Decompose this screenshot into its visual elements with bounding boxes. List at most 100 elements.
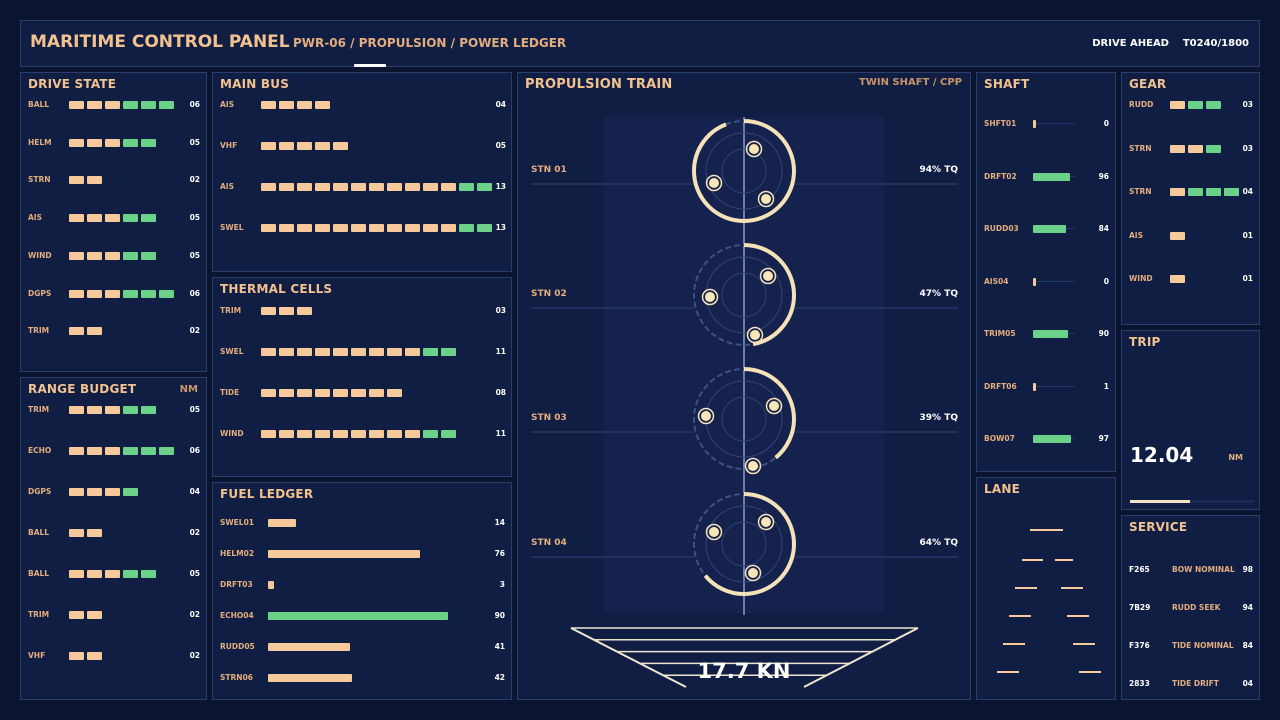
service-code: F265	[1129, 565, 1150, 574]
planet-core	[709, 527, 719, 537]
row-value: 90	[1098, 329, 1109, 338]
level-segment	[333, 430, 348, 438]
level-segment	[279, 389, 294, 397]
row-label: TRIM05	[984, 329, 1016, 338]
row-label: SHFT01	[984, 119, 1017, 128]
level-segment	[297, 389, 312, 397]
row-value: 0	[1103, 276, 1109, 286]
level-segment	[333, 224, 348, 232]
torque-ring-arc	[692, 492, 796, 596]
range-budget-unit: NM	[179, 384, 198, 395]
level-segment	[69, 652, 84, 660]
level-segment	[315, 101, 330, 109]
service-desc: TIDE DRIFT	[1172, 679, 1219, 688]
level-segment	[69, 488, 84, 496]
row-value: 03	[1242, 143, 1253, 153]
planet-outer	[745, 140, 763, 158]
bar-track	[1033, 123, 1075, 124]
level-segment	[315, 183, 330, 191]
level-segment	[69, 447, 84, 455]
service-desc: TIDE NOMINAL	[1172, 641, 1234, 650]
shaft-title: SHAFT	[984, 77, 1030, 91]
planet-core	[761, 517, 771, 527]
level-segment	[123, 289, 138, 298]
level-bar	[268, 550, 420, 558]
row-label: ECHO04	[220, 611, 254, 620]
level-segment	[459, 224, 474, 232]
level-segment	[69, 251, 84, 260]
level-segment	[315, 430, 330, 438]
row-label: DGPS	[28, 487, 52, 496]
breadcrumb[interactable]: PWR-06 / PROPULSION / POWER LEDGER	[293, 36, 567, 50]
level-segment	[351, 183, 366, 191]
station-torque: 47% TQ	[920, 289, 959, 299]
level-segment	[105, 447, 120, 455]
level-segment	[87, 611, 102, 619]
row-value: 01	[1242, 274, 1253, 283]
core-ring	[721, 521, 767, 567]
row-label: DRFT02	[984, 171, 1017, 181]
level-segment	[279, 348, 294, 356]
level-segment	[405, 224, 420, 232]
level-segment	[87, 101, 102, 109]
row-label: SWEL	[220, 347, 244, 356]
level-segment	[351, 348, 366, 356]
level-segment	[87, 570, 102, 578]
row-value: 04	[495, 100, 506, 109]
level-segment	[1170, 275, 1185, 283]
planet-core	[748, 568, 758, 578]
station-label: STN 04	[531, 538, 567, 548]
row-label: AIS	[1129, 230, 1143, 240]
row-value: 02	[189, 175, 200, 185]
station-label: STN 03	[531, 413, 567, 423]
deck-right-edge	[803, 627, 919, 688]
app-title: MARITIME CONTROL PANEL	[30, 32, 290, 52]
level-bar	[1033, 435, 1071, 443]
level-segment	[105, 488, 120, 496]
core-ring	[721, 396, 767, 442]
core-ring	[721, 272, 767, 318]
deck-left-edge	[570, 627, 687, 688]
level-bar	[1033, 330, 1069, 338]
range-budget-title: RANGE BUDGET	[28, 382, 137, 396]
level-segment	[423, 183, 438, 191]
service-panel: SERVICE F265 BOW NOMINAL 98 7B29 RUDD SEEK 94…	[1121, 515, 1260, 700]
row-value: 05	[495, 141, 506, 150]
row-value: 03	[495, 306, 506, 315]
level-segment	[1170, 144, 1185, 153]
level-segment	[279, 142, 294, 150]
level-segment	[387, 348, 402, 356]
level-segment	[87, 138, 102, 147]
row-label: BOW07	[984, 434, 1015, 443]
level-segment	[69, 529, 84, 537]
level-segment	[1170, 231, 1185, 240]
level-segment	[261, 183, 276, 191]
row-value: 06	[189, 100, 200, 109]
row-label: TRIM	[220, 306, 242, 315]
trip-progress-fill	[1130, 500, 1190, 503]
level-segment	[1188, 101, 1203, 109]
row-label: WIND	[1129, 274, 1153, 283]
level-segment	[279, 307, 294, 315]
row-label: ECHO	[28, 446, 52, 455]
row-label: DRFT03	[220, 580, 253, 589]
row-label: SWEL01	[220, 518, 255, 527]
level-segment	[1206, 188, 1221, 196]
level-segment	[69, 176, 84, 185]
level-segment	[123, 570, 138, 578]
service-value: 84	[1242, 641, 1253, 650]
level-segment	[141, 138, 156, 147]
level-segment	[405, 430, 420, 438]
level-bar	[1033, 225, 1066, 233]
level-segment	[351, 430, 366, 438]
row-label: TRIM	[28, 326, 50, 336]
level-segment	[315, 348, 330, 356]
level-segment	[159, 289, 174, 298]
core-ring	[721, 148, 767, 194]
level-segment	[87, 529, 102, 537]
planet-outer	[697, 407, 715, 425]
row-value: 02	[189, 528, 200, 537]
level-segment	[1188, 188, 1203, 196]
lane-title: LANE	[984, 482, 1020, 496]
station-torque: 94% TQ	[920, 165, 959, 175]
